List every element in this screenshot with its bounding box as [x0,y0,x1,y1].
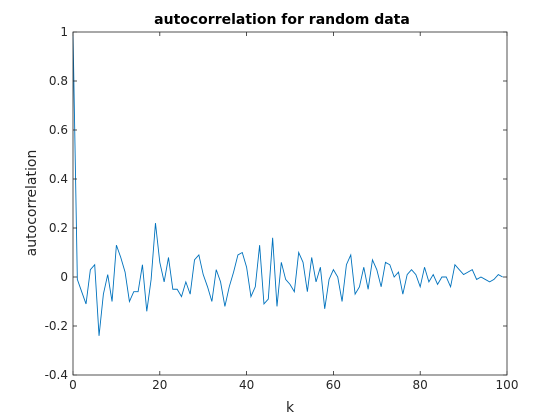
y-tick-label: -0.2 [45,319,68,333]
y-tick-label: 0.2 [49,221,68,235]
y-tick-label: 0.6 [49,123,68,137]
chart-title: autocorrelation for random data [154,12,410,28]
y-tick-label: 0.8 [49,74,68,88]
x-tick-label: 100 [496,378,519,392]
x-tick-label: 80 [413,378,428,392]
x-tick-label: 20 [152,378,167,392]
x-tick-label: 60 [326,378,341,392]
y-tick-label: 0 [60,270,68,284]
y-tick-label: 1 [60,25,68,39]
y-tick-label: -0.4 [45,368,68,382]
y-tick-label: 0.4 [49,172,68,186]
x-tick-label: 0 [69,378,77,392]
plot-area [73,32,507,375]
x-tick-label: 40 [239,378,254,392]
x-axis-label: k [286,400,295,416]
y-axis-label: autocorrelation [24,150,40,257]
